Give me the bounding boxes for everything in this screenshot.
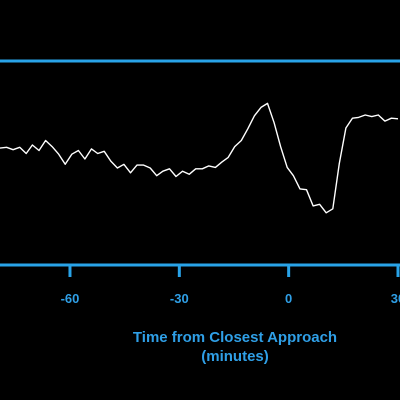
x-axis: -60 -30 0 30 [61, 265, 400, 306]
x-tick-label: -60 [61, 291, 80, 306]
x-tick-label: 30 [391, 291, 400, 306]
series-line [0, 102, 399, 214]
plot-frame [0, 59, 400, 267]
x-axis-label-units: (minutes) [201, 348, 269, 365]
x-tick-label: 0 [285, 291, 292, 306]
x-axis-label: Time from Closest Approach [133, 329, 337, 346]
x-tick-label: -30 [170, 291, 189, 306]
